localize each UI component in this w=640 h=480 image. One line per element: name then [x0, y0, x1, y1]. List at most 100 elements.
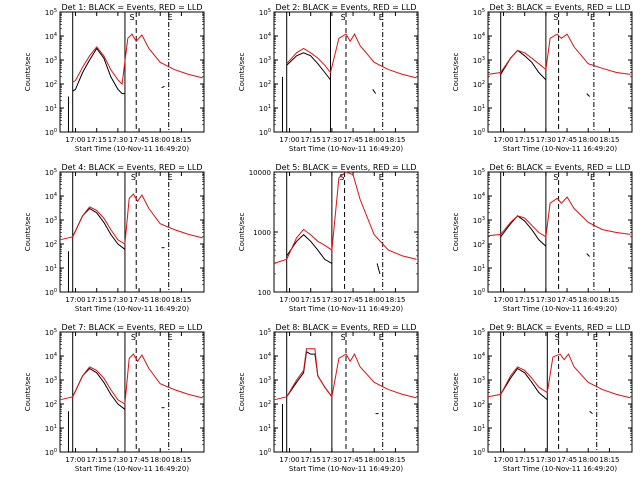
x-tick-label: 17:30	[322, 296, 342, 304]
panel-title: Det 7: BLACK = Events, RED = LLD	[62, 323, 203, 332]
y-tick-label: 104	[259, 32, 271, 41]
x-axis-label: Start Time (10-Nov-11 16:49:20)	[503, 465, 617, 473]
x-axis-label: Start Time (10-Nov-11 16:49:20)	[75, 465, 189, 473]
series-events-line	[500, 215, 547, 247]
marker-e-label: E	[593, 333, 598, 342]
plot-frame	[487, 11, 633, 133]
panel-title: Det 5: BLACK = Events, RED = LLD	[276, 163, 417, 172]
x-axis-label: Start Time (10-Nov-11 16:49:20)	[503, 145, 617, 153]
series-events-fragment	[376, 263, 381, 275]
y-tick-label: 102	[45, 80, 57, 89]
y-tick-label: 105	[259, 8, 271, 17]
y-tick-label: 104	[473, 352, 485, 361]
panel-title: Det 2: BLACK = Events, RED = LLD	[276, 3, 417, 12]
x-tick-label: 18:00	[364, 136, 384, 144]
x-tick-label: 18:15	[599, 136, 619, 144]
series-events-fragment	[161, 85, 165, 89]
x-tick-label: 17:30	[322, 136, 342, 144]
plot-frame	[59, 11, 205, 133]
x-tick-label: 17:15	[301, 456, 321, 464]
plot-frame	[59, 171, 205, 293]
marker-e-label: E	[168, 333, 173, 342]
y-tick-label: 101	[473, 264, 485, 273]
x-tick-label: 17:15	[515, 296, 535, 304]
y-tick-label: 105	[259, 328, 271, 337]
y-axis-label: Counts/sec	[238, 213, 246, 252]
x-tick-label: 17:45	[557, 136, 577, 144]
series-lld-line	[487, 353, 631, 399]
y-tick-label: 1000	[253, 229, 271, 237]
series-lld-line	[72, 33, 203, 86]
marker-e-label: E	[590, 173, 595, 182]
panel-det-5: Det 5: BLACK = Events, RED = LLD 100 1000 1…	[238, 163, 419, 313]
marker-s-label: S	[131, 173, 136, 182]
y-tick-label: 100	[473, 448, 485, 457]
y-tick-label: 100	[259, 448, 271, 457]
x-axis-label: Start Time (10-Nov-11 16:49:20)	[75, 305, 189, 313]
y-tick-label: 102	[473, 240, 485, 249]
marker-e-label: E	[590, 13, 595, 22]
x-tick-label: 17:00	[65, 456, 85, 464]
x-tick-label: 17:45	[557, 456, 577, 464]
x-tick-label: 17:30	[322, 456, 342, 464]
y-tick-label: 104	[45, 352, 57, 361]
y-tick-label: 103	[45, 56, 57, 65]
x-tick-label: 17:30	[536, 456, 556, 464]
x-tick-label: 17:45	[557, 296, 577, 304]
x-tick-label: 18:00	[364, 296, 384, 304]
x-tick-label: 18:15	[385, 296, 405, 304]
series-events-line	[286, 234, 333, 264]
x-tick-label: 17:30	[108, 136, 128, 144]
marker-e-label: E	[168, 173, 173, 182]
panel-det-4: Det 4: BLACK = Events, RED = LLD 100 101 10…	[24, 163, 205, 313]
y-tick-label: 102	[259, 400, 271, 409]
x-tick-label: 17:45	[343, 296, 363, 304]
y-tick-label: 105	[473, 168, 485, 177]
series-lld-line	[487, 196, 631, 238]
panel-title: Det 4: BLACK = Events, RED = LLD	[62, 163, 203, 172]
x-axis-label: Start Time (10-Nov-11 16:49:20)	[289, 465, 403, 473]
x-axis-label: Start Time (10-Nov-11 16:49:20)	[503, 305, 617, 313]
series-lld-line	[273, 171, 417, 264]
x-tick-label: 17:15	[515, 456, 535, 464]
panel-det-2: Det 2: BLACK = Events, RED = LLD 100 101 10…	[238, 3, 419, 153]
x-tick-label: 18:00	[150, 456, 170, 464]
x-tick-label: 17:45	[129, 136, 149, 144]
y-tick-label: 105	[473, 328, 485, 337]
series-lld-line	[487, 33, 631, 75]
series-events-fragment	[586, 253, 590, 257]
panel-det-3: Det 3: BLACK = Events, RED = LLD 100 101 10…	[452, 3, 633, 153]
marker-e-label: E	[379, 13, 384, 22]
marker-e-label: E	[379, 173, 384, 182]
y-tick-label: 100	[45, 288, 57, 297]
y-tick-label: 101	[473, 104, 485, 113]
x-tick-label: 18:00	[578, 296, 598, 304]
series-lld-line	[59, 193, 203, 245]
panel-title: Det 3: BLACK = Events, RED = LLD	[490, 3, 631, 12]
series-lld-line	[59, 353, 203, 405]
y-tick-label: 101	[45, 424, 57, 433]
x-tick-label: 18:00	[150, 296, 170, 304]
y-axis-label: Counts/sec	[238, 373, 246, 412]
y-tick-label: 100	[259, 128, 271, 137]
y-tick-label: 105	[45, 168, 57, 177]
y-tick-label: 104	[473, 192, 485, 201]
y-tick-label: 100	[45, 448, 57, 457]
plot-frame	[487, 171, 633, 293]
y-tick-label: 100	[258, 289, 271, 297]
x-tick-label: 17:15	[515, 136, 535, 144]
y-tick-label: 101	[473, 424, 485, 433]
x-tick-label: 17:45	[343, 136, 363, 144]
marker-s-label: S	[131, 333, 136, 342]
series-events-fragment	[589, 410, 593, 414]
y-tick-label: 103	[45, 376, 57, 385]
x-tick-label: 17:00	[493, 456, 513, 464]
panel-det-6: Det 6: BLACK = Events, RED = LLD 100 101 10…	[452, 163, 633, 313]
y-tick-label: 104	[259, 352, 271, 361]
y-tick-label: 102	[45, 400, 57, 409]
plot-frame	[487, 331, 633, 453]
x-tick-label: 17:00	[279, 296, 299, 304]
panel-title: Det 8: BLACK = Events, RED = LLD	[276, 323, 417, 332]
marker-s-label: S	[129, 13, 134, 22]
panel-title: Det 6: BLACK = Events, RED = LLD	[490, 163, 631, 172]
